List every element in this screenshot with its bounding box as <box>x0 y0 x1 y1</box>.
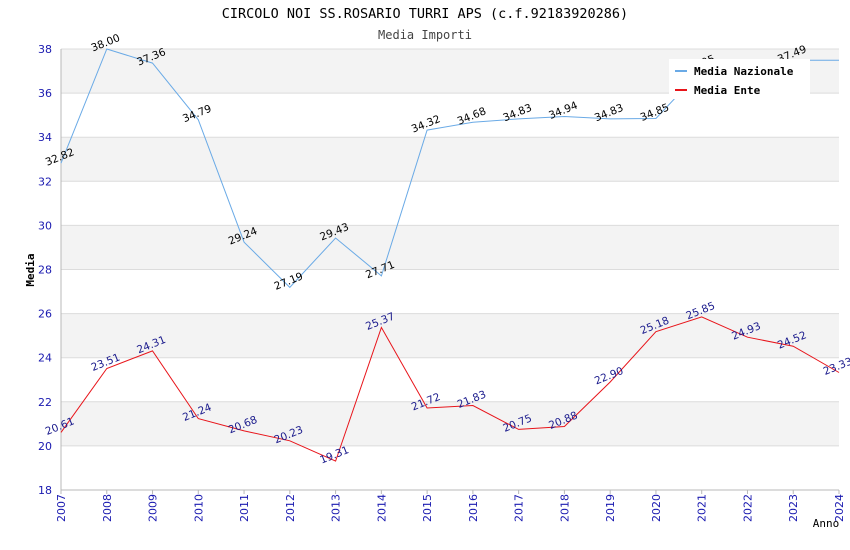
y-tick-label: 26 <box>38 308 52 321</box>
y-tick-label: 24 <box>38 352 52 365</box>
y-axis-label: Media <box>24 253 37 286</box>
x-tick-label: 2008 <box>101 494 114 522</box>
x-tick-label: 2019 <box>604 494 617 522</box>
x-tick-label: 2017 <box>513 494 526 522</box>
plot-band <box>61 401 839 446</box>
x-tick-label: 2022 <box>741 494 754 522</box>
plot-band <box>61 269 839 314</box>
x-tick-label: 2020 <box>650 494 663 522</box>
chart-subtitle: Media Importi <box>378 28 472 42</box>
x-tick-label: 2014 <box>375 494 388 522</box>
plot-band <box>61 445 839 490</box>
plot-band <box>61 225 839 270</box>
y-tick-label: 22 <box>38 396 52 409</box>
y-tick-label: 30 <box>38 219 52 232</box>
plot-band <box>61 357 839 402</box>
x-tick-label: 2015 <box>421 494 434 522</box>
y-tick-label: 20 <box>38 440 52 453</box>
x-tick-label: 2013 <box>330 494 343 522</box>
x-tick-label: 2021 <box>696 494 709 522</box>
x-tick-label: 2023 <box>787 494 800 522</box>
y-tick-label: 18 <box>38 484 52 497</box>
legend-box <box>669 59 810 99</box>
legend-label: Media Ente <box>694 84 761 97</box>
plot-band <box>61 93 839 138</box>
legend-label: Media Nazionale <box>694 65 794 78</box>
x-tick-label: 2016 <box>467 494 480 522</box>
series-line-media-ente <box>60 316 840 462</box>
y-tick-label: 36 <box>38 87 52 100</box>
legend: Media Nazionale Media Ente <box>669 59 810 99</box>
x-tick-label: 2012 <box>284 494 297 522</box>
x-tick-label: 2018 <box>558 494 571 522</box>
plot-band <box>61 137 839 182</box>
y-tick-label: 34 <box>38 131 52 144</box>
x-axis-label: Anno <box>813 517 840 530</box>
y-tick-label: 28 <box>38 264 52 277</box>
plot-band <box>61 181 839 226</box>
x-tick-label: 2009 <box>147 494 160 522</box>
x-tick-label: 2010 <box>192 494 205 522</box>
x-tick-label: 2024 <box>833 494 846 522</box>
y-tick-label: 32 <box>38 175 52 188</box>
chart-title: CIRCOLO NOI SS.ROSARIO TURRI APS (c.f.92… <box>222 6 628 22</box>
plot-background <box>61 49 839 490</box>
plot-band <box>61 313 839 358</box>
x-tick-label: 2011 <box>238 494 251 522</box>
x-tick-label: 2007 <box>55 494 68 522</box>
y-tick-label: 38 <box>38 43 52 56</box>
